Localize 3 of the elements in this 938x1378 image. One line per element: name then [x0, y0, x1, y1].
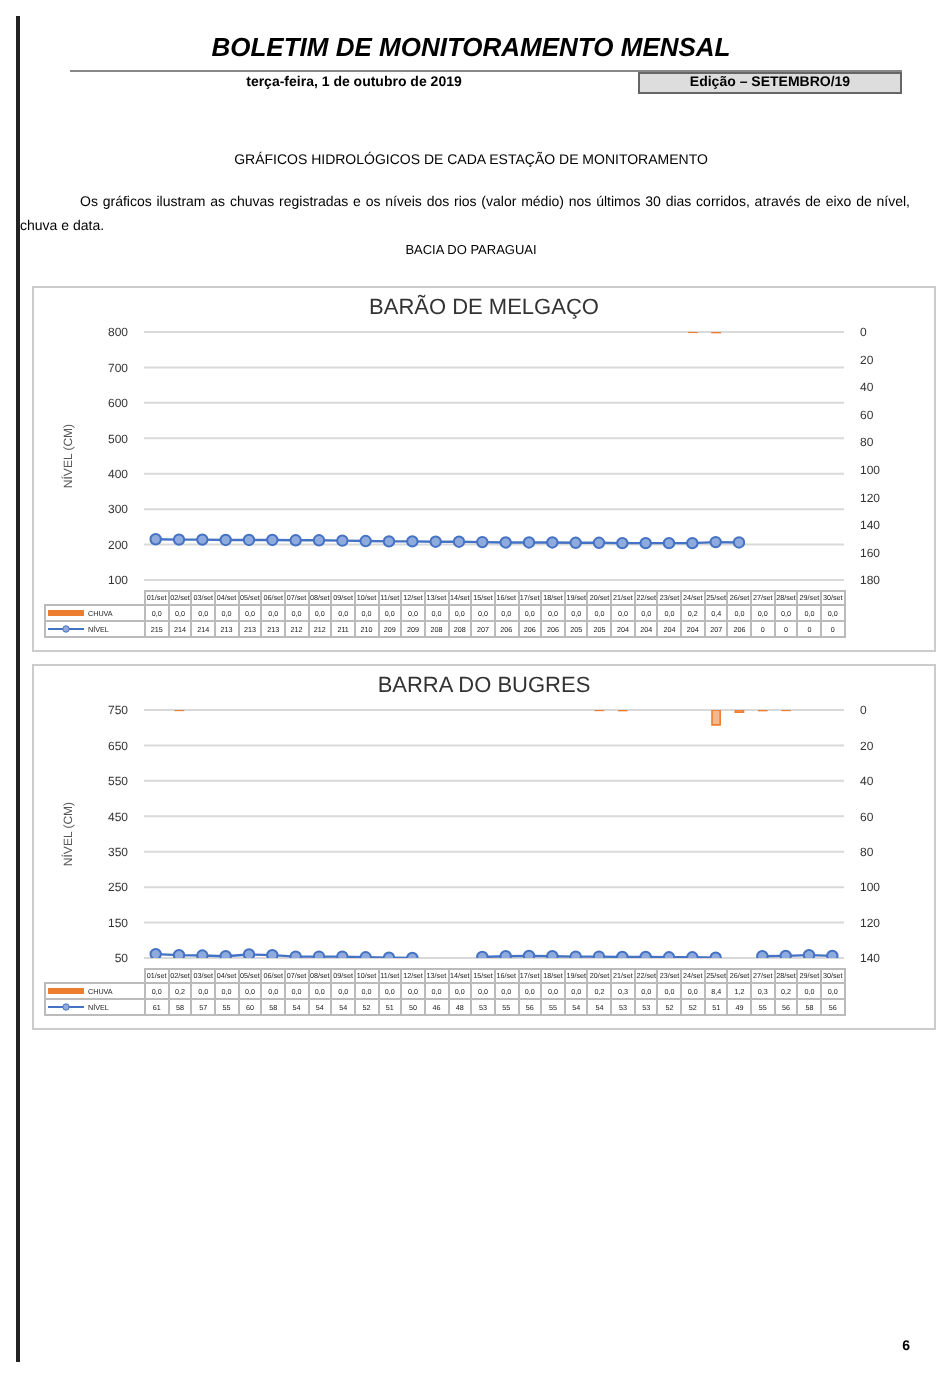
- chart-title: BARRA DO BUGRES: [375, 674, 593, 698]
- chart-title: BARÃO DE MELGAÇO: [367, 296, 601, 320]
- text: BOLETIM DE MONITORAMENTO MENSAL: [211, 32, 731, 62]
